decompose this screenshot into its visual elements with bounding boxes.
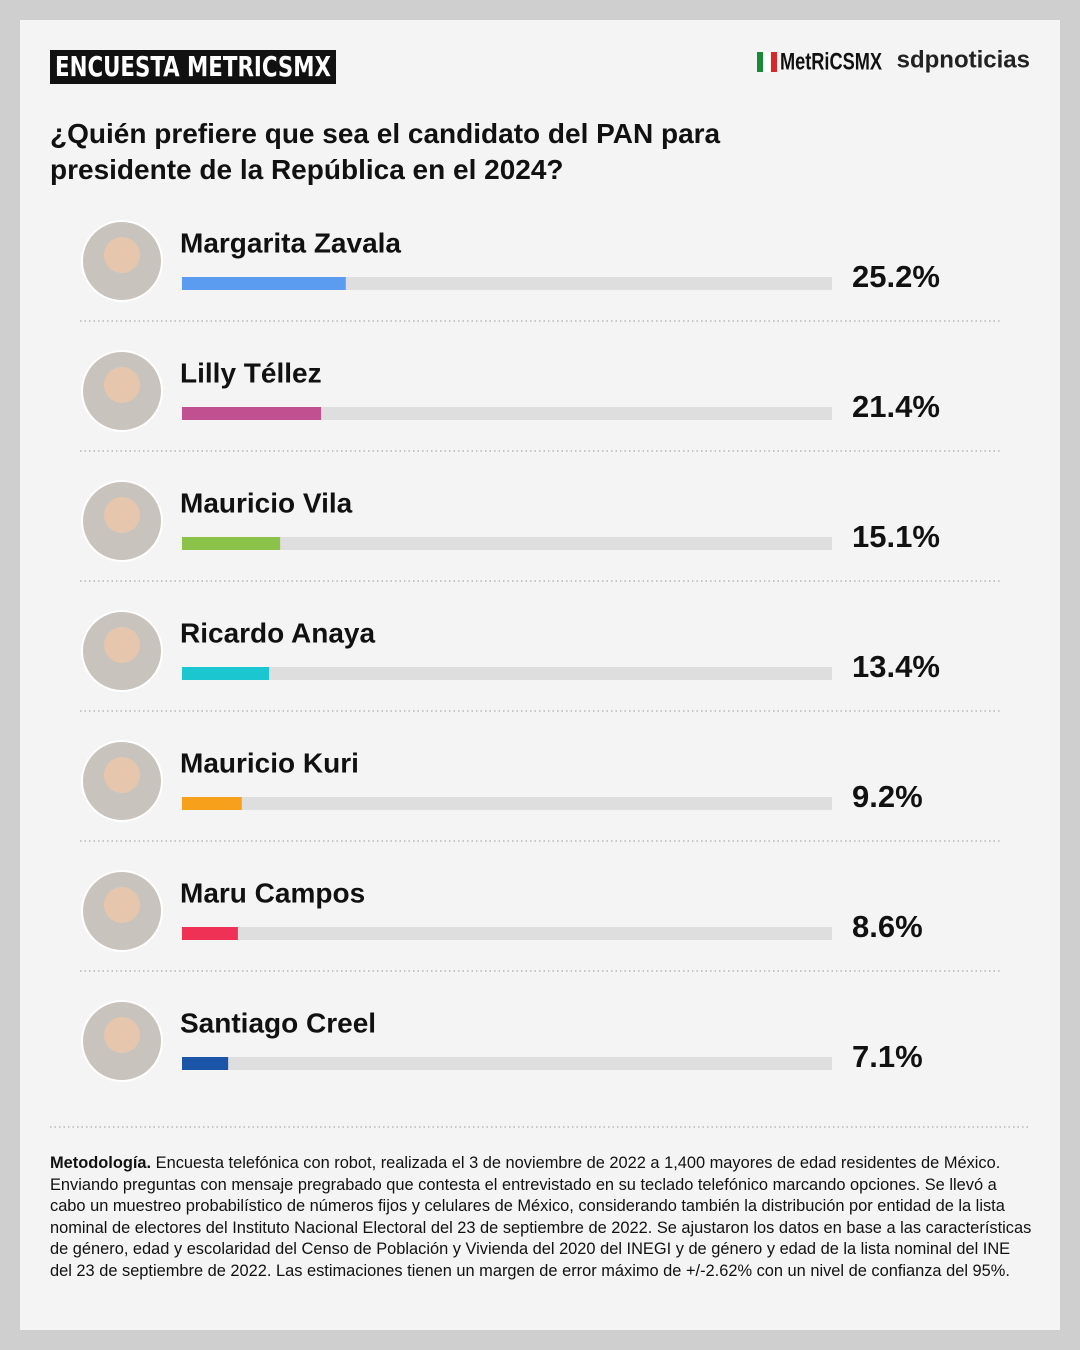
photo-face [104, 627, 140, 663]
bar-track [182, 667, 832, 680]
badge-bg [50, 50, 336, 84]
category-label: Santiago Creel [180, 1007, 376, 1038]
bar-track [182, 927, 832, 940]
logo-flag [764, 52, 770, 72]
category-label: Ricardo Anaya [180, 617, 375, 648]
bar [182, 537, 281, 550]
value-label: 13.4% [852, 649, 940, 684]
logo-flag [771, 52, 777, 72]
value-label: 21.4% [852, 389, 940, 424]
photo-face [104, 1017, 140, 1053]
category-label: Mauricio Kuri [180, 747, 359, 778]
category-label: Mauricio Vila [180, 487, 353, 518]
footnote: Metodología. Encuesta telefónica con rob… [50, 1153, 1035, 1283]
bar [182, 667, 270, 680]
value-label: 9.2% [852, 779, 923, 814]
category-label: Margarita Zavala [180, 227, 401, 258]
bar [182, 927, 238, 940]
value-label: 25.2% [852, 259, 940, 294]
bar-track [182, 407, 832, 420]
badge: ENCUESTA METRICSMX [55, 50, 331, 83]
photo-face [104, 367, 140, 403]
bar [182, 1057, 229, 1070]
bar [182, 407, 322, 420]
logo: MetRiCSMX [780, 48, 882, 75]
value-label: 8.6% [852, 909, 923, 944]
photo-face [104, 757, 140, 793]
partner-logo: sdpnoticias [897, 46, 1030, 73]
footnote-text: Encuesta telefónica con robot, realizada… [50, 1154, 1032, 1280]
category-label: Maru Campos [180, 877, 365, 908]
footnote-label: Metodología. [50, 1154, 152, 1172]
value-label: 7.1% [852, 1039, 923, 1074]
value-label: 15.1% [852, 519, 940, 554]
bar-track [182, 1057, 832, 1070]
photo-face [104, 497, 140, 533]
bar [182, 277, 346, 290]
chart-title: ¿Quién prefiere que sea el candidato del… [50, 118, 721, 185]
bar-track [182, 797, 832, 810]
bar [182, 797, 242, 810]
photo-face [104, 237, 140, 273]
photo-face [104, 887, 140, 923]
bar-track [182, 537, 832, 550]
category-label: Lilly Téllez [180, 357, 322, 388]
logo-flag [757, 52, 763, 72]
